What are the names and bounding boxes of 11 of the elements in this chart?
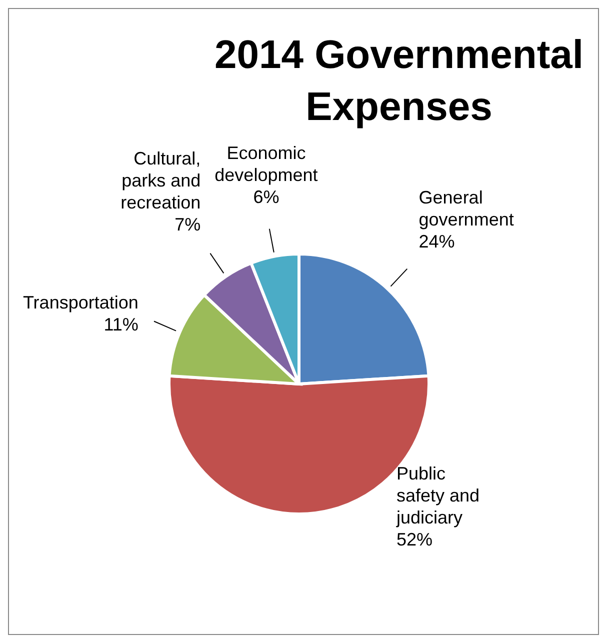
slice-label: Public safety and judiciary — [396, 463, 480, 528]
chart-title: 2014 Governmental Expenses — [213, 32, 585, 131]
slice-label: Economic development — [214, 142, 318, 185]
data-label: 6% — [253, 186, 280, 207]
data-label: 11% — [104, 314, 138, 334]
slice-label: Cultural, parks and recreation — [120, 148, 201, 212]
slice-label: Transportation — [22, 292, 138, 312]
data-label: 24% — [418, 231, 455, 252]
slice-label: General government — [418, 187, 514, 230]
data-label: 52% — [396, 529, 433, 550]
data-label: 7% — [174, 214, 201, 234]
